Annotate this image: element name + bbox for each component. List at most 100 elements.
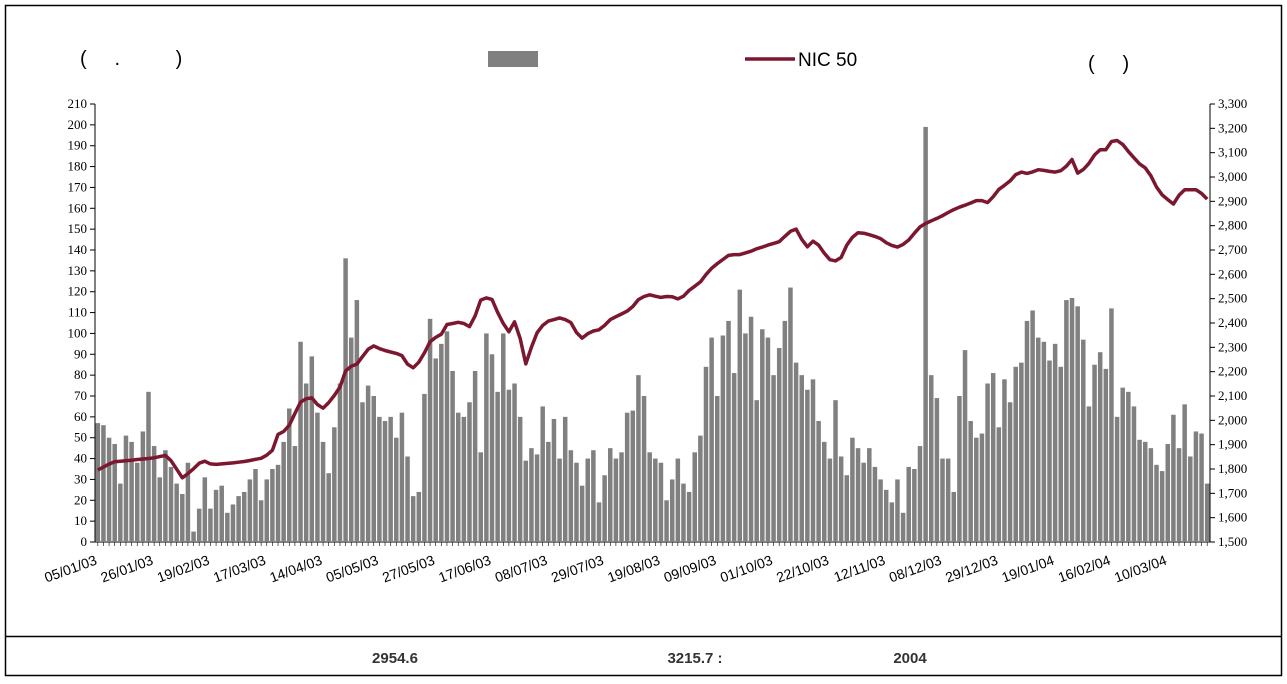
bar <box>427 318 433 542</box>
x-tick-label: 17/03/03 <box>211 552 268 586</box>
y2-tick-label: 3,100 <box>1218 145 1247 160</box>
bar <box>365 385 371 542</box>
x-tick-label: 10/03/04 <box>1112 552 1169 586</box>
y2-tick-label: 2,300 <box>1218 339 1247 354</box>
bar <box>394 437 399 542</box>
bar <box>619 452 624 542</box>
bar <box>534 454 540 542</box>
right-axis-label: ( ) <box>1088 53 1129 75</box>
bar <box>782 320 788 542</box>
y-tick-label: 140 <box>68 242 88 257</box>
bar <box>298 341 303 542</box>
y-tick-label: 70 <box>74 388 87 403</box>
y2-tick-label: 1,800 <box>1218 461 1247 476</box>
bar <box>1199 433 1204 542</box>
bar <box>754 400 759 542</box>
bar <box>731 373 737 542</box>
bar <box>669 479 675 542</box>
bar <box>574 462 579 542</box>
bar <box>495 391 500 542</box>
bar <box>647 452 652 542</box>
bar <box>467 402 472 542</box>
bar <box>1047 360 1052 542</box>
bar <box>945 458 951 542</box>
bar <box>1092 364 1097 542</box>
bar <box>1041 341 1047 542</box>
bar <box>202 477 208 542</box>
bar <box>484 333 489 542</box>
bar <box>1176 448 1182 542</box>
bar <box>653 458 658 542</box>
bar <box>1030 310 1035 542</box>
legend-label: NIC 50 <box>798 50 857 71</box>
y-tick-label: 190 <box>68 138 88 153</box>
bar <box>726 320 731 542</box>
bar <box>1069 297 1075 542</box>
bar <box>681 483 686 542</box>
bar <box>1103 368 1109 542</box>
bar <box>827 458 833 542</box>
y-tick-label: 10 <box>74 513 87 528</box>
bar <box>129 441 134 542</box>
bar <box>196 508 202 542</box>
bar <box>737 289 743 542</box>
bar <box>765 337 771 542</box>
y2-tick-label: 2,900 <box>1218 193 1247 208</box>
bar <box>1097 352 1103 542</box>
x-tick-label: 08/12/03 <box>887 552 944 586</box>
bar <box>878 479 883 542</box>
bar <box>900 512 906 542</box>
bar <box>613 458 619 542</box>
bar <box>191 531 196 542</box>
bar <box>332 427 337 542</box>
bar <box>720 335 726 542</box>
bar <box>844 475 850 542</box>
bar <box>540 406 545 542</box>
bar <box>709 337 714 542</box>
bar <box>264 479 270 542</box>
bar <box>275 464 281 542</box>
y-tick-label: 60 <box>74 409 87 424</box>
bar <box>1007 402 1013 542</box>
bar <box>743 333 748 542</box>
bar <box>974 437 979 542</box>
bar <box>1142 441 1148 542</box>
bar <box>382 421 388 542</box>
bar <box>270 469 275 542</box>
bar <box>990 373 996 542</box>
y2-tick-label: 2,700 <box>1218 242 1247 257</box>
y2-tick-label: 2,100 <box>1218 388 1247 403</box>
y-tick-label: 150 <box>68 221 88 236</box>
x-tick-label: 12/11/03 <box>832 552 888 585</box>
x-tick-label: 08/07/03 <box>493 552 550 586</box>
bar <box>996 427 1002 542</box>
bar <box>1013 366 1018 542</box>
bar <box>551 418 557 542</box>
y-tick-label: 0 <box>81 534 88 549</box>
y2-tick-label: 3,000 <box>1218 169 1247 184</box>
bar <box>151 446 157 542</box>
bar <box>624 412 630 542</box>
bar <box>546 441 551 542</box>
y2-tick-label: 2,400 <box>1218 315 1247 330</box>
bar <box>320 441 326 542</box>
bar <box>348 337 354 542</box>
bar <box>1114 416 1120 542</box>
bar <box>343 258 348 542</box>
bar <box>562 416 568 542</box>
bar <box>455 412 461 542</box>
bar <box>1052 343 1058 542</box>
bar <box>608 448 613 542</box>
y2-tick-label: 2,500 <box>1218 291 1247 306</box>
bar <box>303 383 309 542</box>
bar <box>861 462 866 542</box>
bar <box>855 448 861 542</box>
x-tick-label: 27/05/03 <box>380 552 437 586</box>
y2-tick-label: 2,600 <box>1218 266 1247 281</box>
x-tick-label: 19/01/04 <box>999 552 1056 586</box>
bar <box>433 358 438 542</box>
line <box>96 138 1209 480</box>
bar <box>517 416 523 542</box>
bar <box>1058 366 1064 542</box>
